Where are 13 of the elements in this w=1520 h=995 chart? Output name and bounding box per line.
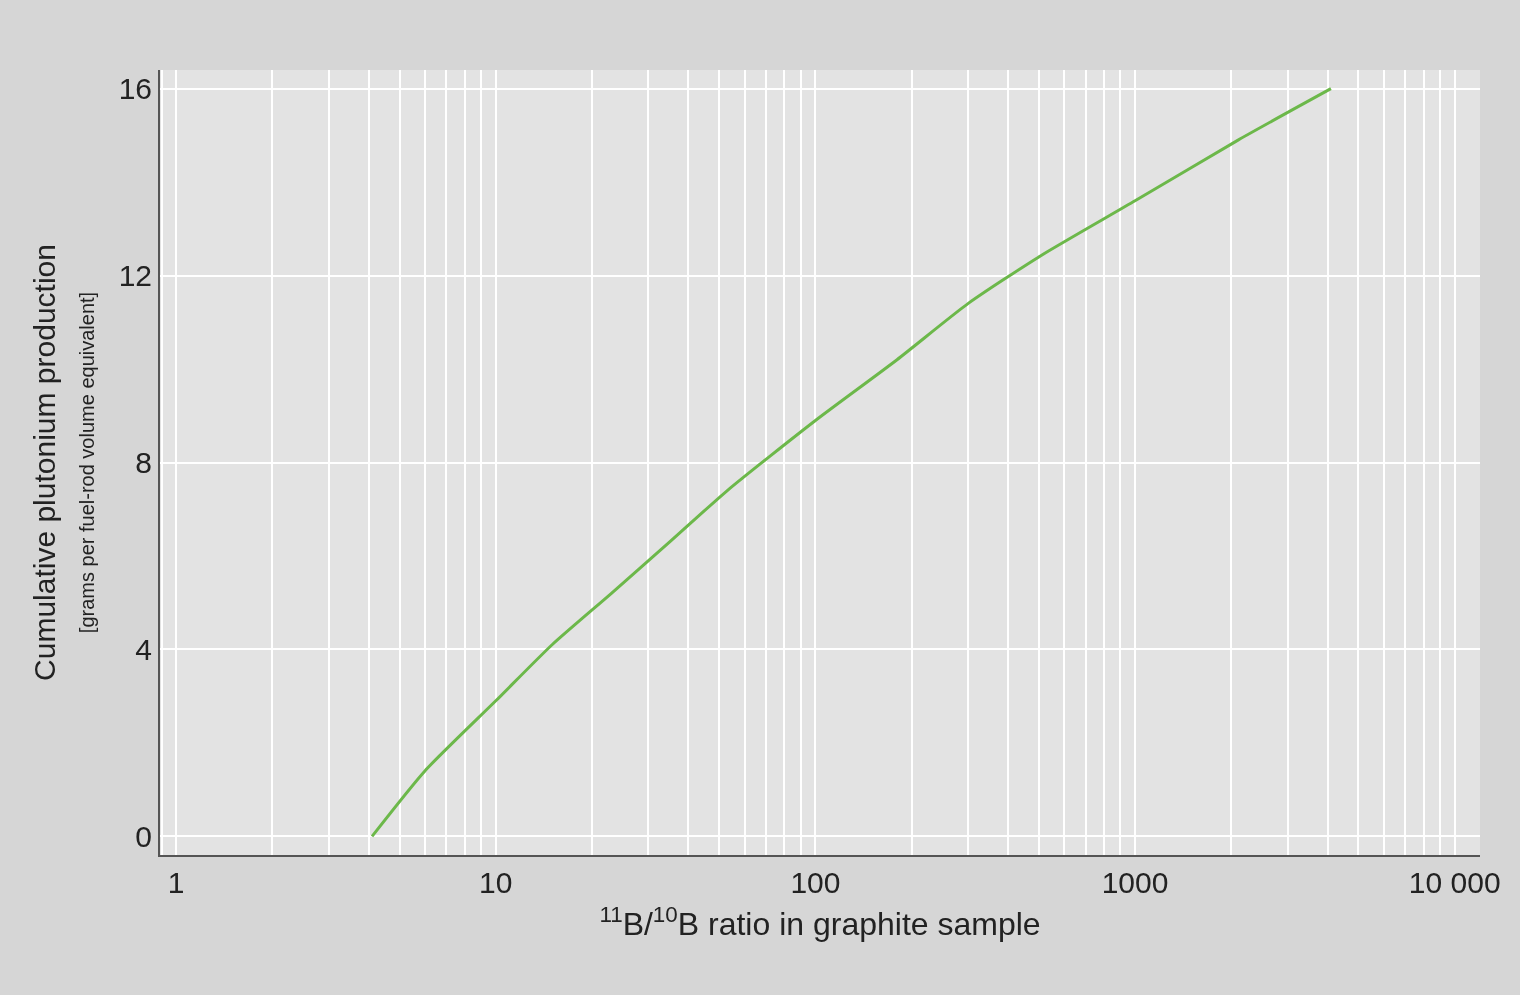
y-axis-title: Cumulative plutonium production: [28, 244, 62, 681]
y-tick-label: 8: [135, 446, 152, 479]
x-tick-label: 10 000: [1408, 866, 1501, 899]
text: [grams per fuel-rod volume equivalent]: [76, 291, 99, 634]
y-tick-label: 16: [118, 72, 152, 106]
x-tick-label: 100: [790, 866, 841, 899]
y-tick-label: 12: [118, 259, 152, 293]
x-tick-label: 10: [479, 866, 513, 899]
y-tick-label: 0: [135, 819, 152, 853]
y-tick-label: 4: [135, 632, 152, 666]
x-tick-label: 1: [167, 866, 185, 899]
x-tick-label: 1000: [1101, 866, 1169, 899]
x-axis-title: $^{11}$B/$^{10}$B ratio in graphite sample: [599, 901, 1041, 943]
